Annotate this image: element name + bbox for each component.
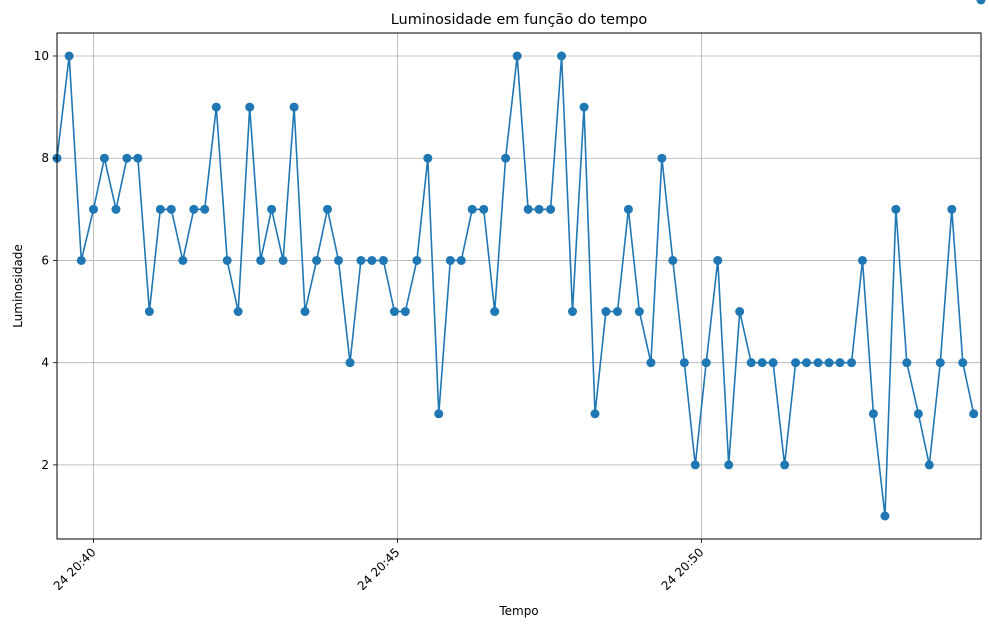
data-point — [133, 153, 143, 163]
data-point — [657, 153, 667, 163]
data-point — [200, 204, 210, 214]
data-point — [701, 358, 711, 368]
data-point — [868, 409, 878, 419]
data-point — [579, 102, 589, 112]
data-point — [780, 460, 790, 470]
data-point — [99, 153, 109, 163]
data-point — [278, 255, 288, 265]
data-point — [88, 204, 98, 214]
data-point — [590, 409, 600, 419]
data-point — [947, 204, 957, 214]
data-point — [412, 255, 422, 265]
data-point — [634, 307, 644, 317]
data-point — [233, 307, 243, 317]
data-point — [378, 255, 388, 265]
data-point — [64, 51, 74, 61]
data-point — [802, 358, 812, 368]
data-point — [400, 307, 410, 317]
data-point — [512, 51, 522, 61]
data-point — [467, 204, 477, 214]
data-point — [623, 204, 633, 214]
y-axis-label: Luminosidade — [11, 244, 25, 328]
data-point — [144, 307, 154, 317]
data-point — [501, 153, 511, 163]
data-point — [958, 358, 968, 368]
data-point — [601, 307, 611, 317]
data-point — [768, 358, 778, 368]
data-point — [211, 102, 221, 112]
data-point — [567, 307, 577, 317]
data-point — [333, 255, 343, 265]
data-point — [189, 204, 199, 214]
data-point — [256, 255, 266, 265]
data-point — [735, 307, 745, 317]
data-point — [423, 153, 433, 163]
data-point — [813, 358, 823, 368]
data-point — [523, 204, 533, 214]
y-tick-label: 8 — [41, 151, 49, 165]
data-point — [267, 204, 277, 214]
data-point — [222, 255, 232, 265]
data-point — [367, 255, 377, 265]
data-point — [847, 358, 857, 368]
data-point — [976, 0, 986, 5]
data-point — [824, 358, 834, 368]
data-point — [534, 204, 544, 214]
data-point — [434, 409, 444, 419]
data-point — [746, 358, 756, 368]
data-point — [891, 204, 901, 214]
data-point — [300, 307, 310, 317]
data-point — [902, 358, 912, 368]
chart-title: Luminosidade em função do tempo — [391, 12, 648, 28]
data-point — [111, 204, 121, 214]
data-point — [646, 358, 656, 368]
data-point — [166, 204, 176, 214]
data-point — [690, 460, 700, 470]
data-point — [289, 102, 299, 112]
data-point — [323, 204, 333, 214]
data-point — [835, 358, 845, 368]
data-point — [612, 307, 622, 317]
data-point — [791, 358, 801, 368]
data-point — [880, 511, 890, 521]
y-tick-label: 4 — [41, 356, 49, 370]
data-point — [557, 51, 567, 61]
y-tick-label: 6 — [41, 253, 49, 267]
data-point — [479, 204, 489, 214]
data-point — [757, 358, 767, 368]
data-point — [178, 255, 188, 265]
data-point — [713, 255, 723, 265]
data-point — [724, 460, 734, 470]
data-point — [155, 204, 165, 214]
data-point — [490, 307, 500, 317]
data-point — [389, 307, 399, 317]
data-point — [913, 409, 923, 419]
marker-layer — [52, 0, 986, 521]
data-point — [245, 102, 255, 112]
data-point — [546, 204, 556, 214]
data-point — [679, 358, 689, 368]
x-axis-label: Tempo — [498, 604, 538, 618]
data-point — [312, 255, 322, 265]
data-point — [122, 153, 132, 163]
data-point — [857, 255, 867, 265]
data-point — [76, 255, 86, 265]
data-point — [668, 255, 678, 265]
data-point — [456, 255, 466, 265]
data-point — [345, 358, 355, 368]
data-point — [969, 409, 979, 419]
y-tick-label: 10 — [34, 49, 49, 63]
plot-frame — [56, 32, 982, 540]
data-point — [935, 358, 945, 368]
data-point — [445, 255, 455, 265]
data-point — [356, 255, 366, 265]
data-point — [924, 460, 934, 470]
y-tick-label: 2 — [41, 458, 49, 472]
